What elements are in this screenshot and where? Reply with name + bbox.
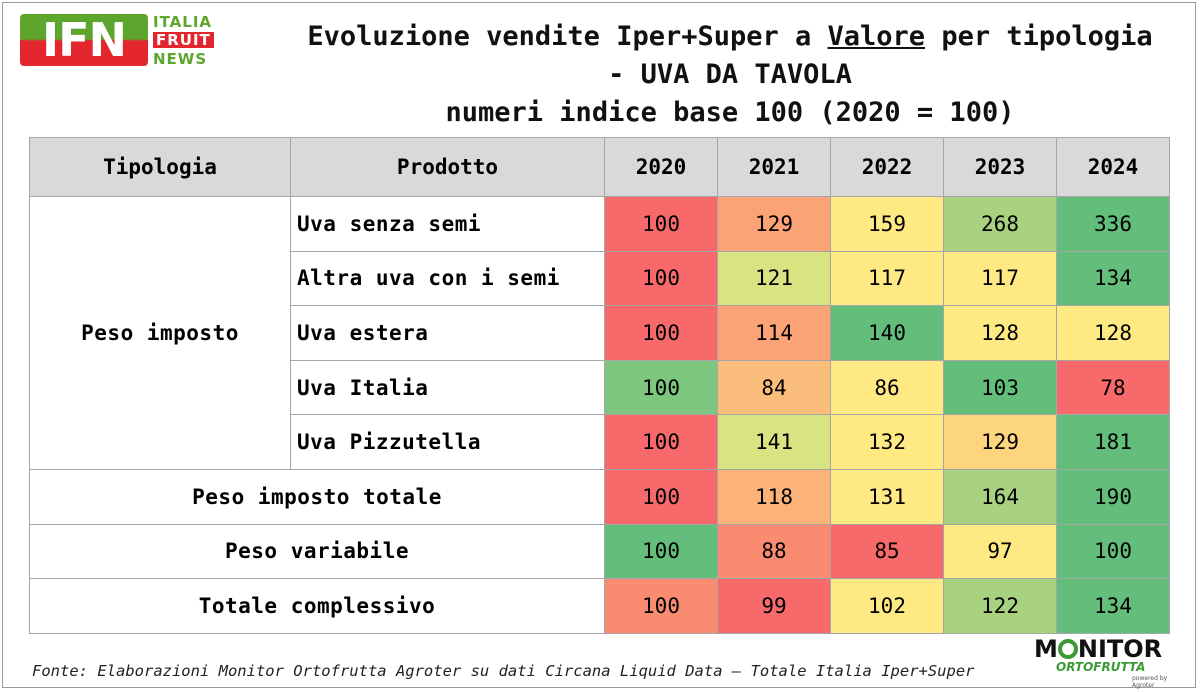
total-label-cell: Peso variabile	[29, 523, 605, 580]
title-line-1-post: per tipologia	[925, 21, 1153, 52]
ifn-logo: IFN ITALIA FRUIT NEWS	[20, 14, 232, 70]
header-2024: 2024	[1056, 137, 1170, 197]
value-cell: 336	[1056, 196, 1170, 252]
table-row-total: Peso variabile 100 88 85 97 100	[29, 523, 1170, 580]
header-tipologia: Tipologia	[29, 137, 291, 197]
page-title: Evoluzione vendite Iper+Super a Valore p…	[290, 18, 1170, 132]
value-cell: 181	[1056, 414, 1170, 470]
value-cell: 100	[604, 250, 718, 307]
value-cell: 131	[830, 468, 944, 525]
value-cell: 141	[717, 414, 831, 470]
table-header-row: Tipologia Prodotto 2020 2021 2022 2023 2…	[29, 137, 1170, 197]
header-2020: 2020	[604, 137, 718, 197]
ifn-logo-badge: IFN	[20, 14, 148, 66]
value-cell: 103	[943, 359, 1057, 416]
ifn-logo-word-italia: ITALIA	[153, 13, 213, 31]
header-2022: 2022	[830, 137, 944, 197]
monitor-logo-m: M	[1034, 635, 1058, 663]
product-cell: Uva estera	[290, 305, 605, 361]
value-cell: 132	[830, 414, 944, 470]
header-2023: 2023	[943, 137, 1057, 197]
value-cell: 117	[943, 250, 1057, 307]
value-cell: 100	[604, 578, 718, 634]
monitor-logo-powered-by: powered by Agroter	[1132, 675, 1168, 689]
monitor-ortofrutta-logo: M NITOR ORTOFRUTTA powered by Agroter	[1034, 636, 1184, 689]
title-line-2: - UVA DA TAVOLA	[608, 59, 852, 90]
value-cell: 86	[830, 359, 944, 416]
value-cell: 129	[943, 414, 1057, 470]
value-cell: 100	[604, 414, 718, 470]
value-cell: 100	[604, 523, 718, 580]
ifn-logo-word-fruit: FRUIT	[153, 32, 214, 48]
value-cell: 88	[717, 523, 831, 580]
value-cell: 102	[830, 578, 944, 634]
value-cell: 121	[717, 250, 831, 307]
value-cell: 140	[830, 305, 944, 361]
value-cell: 190	[1056, 468, 1170, 525]
header-prodotto: Prodotto	[290, 137, 605, 197]
total-label-cell: Peso imposto totale	[29, 468, 605, 525]
monitor-logo-rest: NITOR	[1077, 635, 1163, 663]
value-cell: 128	[1056, 305, 1170, 361]
title-line-3: numeri indice base 100 (2020 = 100)	[445, 97, 1015, 128]
ifn-logo-word-news: NEWS	[153, 50, 208, 68]
data-table: Tipologia Prodotto 2020 2021 2022 2023 2…	[29, 137, 1170, 634]
product-cell: Uva senza semi	[290, 196, 605, 252]
value-cell: 100	[604, 196, 718, 252]
value-cell: 100	[1056, 523, 1170, 580]
monitor-logo-word: M NITOR	[1034, 636, 1162, 662]
title-line-1: Evoluzione vendite Iper+Super a Valore p…	[290, 18, 1170, 56]
table-row: Peso imposto Uva senza semi 100 129 159 …	[29, 196, 1170, 470]
group-label-peso-imposto: Peso imposto	[29, 196, 291, 470]
value-cell: 128	[943, 305, 1057, 361]
value-cell: 134	[1056, 250, 1170, 307]
table-row-total: Totale complessivo 100 99 102 122 134	[29, 578, 1170, 634]
value-cell: 118	[717, 468, 831, 525]
value-cell: 100	[604, 359, 718, 416]
product-cell: Uva Italia	[290, 359, 605, 416]
value-cell: 117	[830, 250, 944, 307]
title-line-1-pre: Evoluzione vendite Iper+Super a	[307, 21, 828, 52]
total-label-cell: Totale complessivo	[29, 578, 605, 634]
value-cell: 85	[830, 523, 944, 580]
table-row: Uva Italia 100 84 86 103 78	[30, 359, 1170, 416]
value-cell: 78	[1056, 359, 1170, 416]
value-cell: 164	[943, 468, 1057, 525]
source-note: Fonte: Elaborazioni Monitor Ortofrutta A…	[32, 662, 975, 680]
value-cell: 84	[717, 359, 831, 416]
product-cell: Altra uva con i semi	[290, 250, 605, 307]
title-line-1-underlined: Valore	[827, 21, 926, 52]
monitor-logo-ortofrutta: ORTOFRUTTA	[1056, 660, 1146, 674]
value-cell: 114	[717, 305, 831, 361]
value-cell: 129	[717, 196, 831, 252]
table-row-total: Peso imposto totale 100 118 131 164 190	[29, 468, 1170, 525]
value-cell: 159	[830, 196, 944, 252]
monitor-logo-o-ring	[1057, 639, 1078, 659]
value-cell: 100	[604, 468, 718, 525]
header-2021: 2021	[717, 137, 831, 197]
ifn-logo-text: IFN	[41, 14, 127, 66]
value-cell: 134	[1056, 578, 1170, 634]
value-cell: 99	[717, 578, 831, 634]
value-cell: 122	[943, 578, 1057, 634]
value-cell: 97	[943, 523, 1057, 580]
value-cell: 268	[943, 196, 1057, 252]
value-cell: 100	[604, 305, 718, 361]
product-cell: Uva Pizzutella	[290, 414, 605, 470]
table-row: Uva estera 100 114 140 128 128	[30, 305, 1170, 361]
